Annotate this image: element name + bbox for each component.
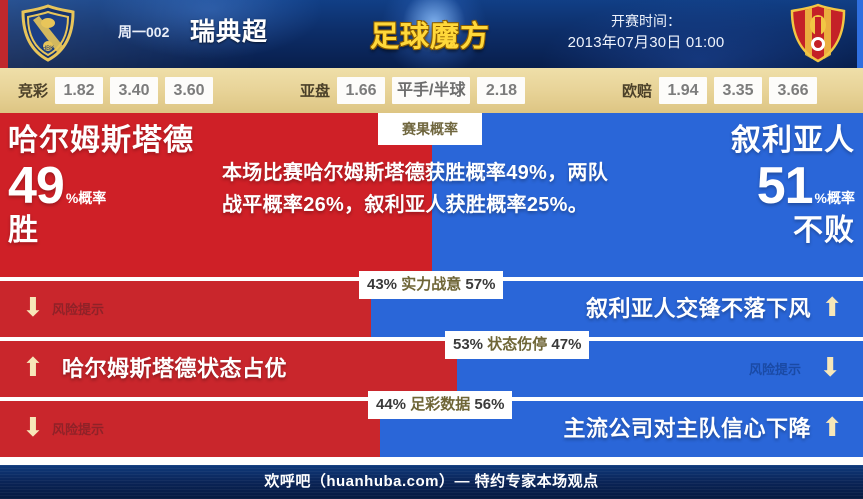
stat-left-percent: 53% <box>453 336 484 353</box>
stat-metric-name: 足彩数据 <box>410 396 471 413</box>
home-stat-note: 哈尔姆斯塔德状态占优 <box>62 356 288 381</box>
stat-badge: 43% 实力战意 57% <box>359 271 504 299</box>
tab-result-probability[interactable]: 赛果概率 <box>378 113 482 145</box>
away-team-block: 叙利亚人 51 %概率 不败 <box>625 123 855 249</box>
home-probability-value: 49 <box>8 157 65 215</box>
odds-value[interactable]: 1.82 <box>55 77 104 104</box>
brand-logo: 足球魔方 <box>350 0 510 68</box>
stat-right-percent: 57% <box>465 276 496 293</box>
home-risk-note: 风险提示 <box>52 302 105 317</box>
header-accent-red <box>0 0 8 68</box>
main-body: 哈尔姆斯塔德 49 %概率 胜 叙利亚人 51 %概率 不败 本场比赛哈尔姆斯塔德获… <box>0 113 863 465</box>
kickoff-time: 2013年07月30日 01:00 <box>567 34 725 51</box>
away-side-panel <box>432 113 863 277</box>
arrow-up-icon: ⬆ <box>22 353 44 383</box>
home-probability: 49 %概率 <box>8 159 238 213</box>
header-bar: HBK 周一002 瑞典超 足球魔方 开赛时间： 2013年07月30日 01:… <box>0 0 863 68</box>
stat-row: ⬇ 风险提示 主流公司对主队信心下降 ⬆ 44% 足彩数据 56% <box>0 391 863 457</box>
odds-group-oupei: 欧赔 1.94 3.35 3.66 <box>622 68 824 113</box>
footer-bar: 欢呼吧（huanhuba.com）— 特约专家本场观点 <box>0 465 863 499</box>
odds-group-yapan: 亚盘 1.66 平手/半球 2.18 <box>300 68 532 113</box>
away-risk-note: 风险提示 <box>748 362 801 377</box>
away-stat-note: 叙利亚人交锋不落下风 <box>585 296 811 321</box>
away-probability: 51 %概率 <box>625 159 855 213</box>
odds-value[interactable]: 3.66 <box>769 77 818 104</box>
probability-panel: 哈尔姆斯塔德 49 %概率 胜 叙利亚人 51 %概率 不败 本场比赛哈尔姆斯塔德获… <box>0 113 863 277</box>
odds-value[interactable]: 1.94 <box>659 77 708 104</box>
stat-bar-home <box>0 341 457 397</box>
home-outcome-label: 胜 <box>8 214 39 247</box>
odds-bar: 竞彩 1.82 3.40 3.60 亚盘 1.66 平手/半球 2.18 欧赔 … <box>0 68 863 113</box>
header-accent-blue <box>857 0 863 68</box>
stat-left-percent: 44% <box>376 396 407 413</box>
match-number: 周一002 <box>118 24 170 40</box>
stat-left-percent: 43% <box>367 276 398 293</box>
stat-right-percent: 47% <box>551 336 582 353</box>
home-side-panel <box>0 113 432 277</box>
odds-group-jingcai: 竞彩 1.82 3.40 3.60 <box>18 68 220 113</box>
odds-value[interactable]: 3.60 <box>165 77 214 104</box>
stat-badge: 53% 状态伤停 47% <box>445 331 590 359</box>
home-team-crest-icon: HBK <box>21 4 75 62</box>
away-probability-unit: %概率 <box>814 190 855 206</box>
away-stat-note: 主流公司对主队信心下降 <box>563 416 811 441</box>
arrow-down-icon: ⬇ <box>819 353 841 383</box>
stat-bar-home <box>0 401 380 457</box>
home-risk-note: 风险提示 <box>52 422 105 437</box>
away-outcome-label: 不败 <box>793 214 855 247</box>
odds-handicap[interactable]: 平手/半球 <box>392 77 471 104</box>
stat-metric-name: 状态伤停 <box>487 336 548 353</box>
odds-label: 竞彩 <box>18 83 49 100</box>
league-name: 瑞典超 <box>190 18 269 46</box>
stat-bar-home <box>0 281 371 337</box>
odds-value[interactable]: 1.66 <box>337 77 386 104</box>
footer-credit: 欢呼吧（huanhuba.com）— 特约专家本场观点 <box>264 473 599 490</box>
kickoff-info: 开赛时间： 2013年07月30日 01:00 <box>521 11 771 54</box>
home-probability-unit: %概率 <box>65 190 107 206</box>
arrow-down-icon: ⬇ <box>22 413 44 443</box>
arrow-up-icon: ⬆ <box>821 293 843 323</box>
odds-label: 亚盘 <box>300 83 331 100</box>
odds-value[interactable]: 2.18 <box>477 77 526 104</box>
match-summary-text: 本场比赛哈尔姆斯塔德获胜概率49%，两队战平概率26%，叙利亚人获胜概率25%。 <box>222 162 609 216</box>
arrow-up-icon: ⬆ <box>821 413 843 443</box>
stat-metric-name: 实力战意 <box>401 276 462 293</box>
home-team-name: 哈尔姆斯塔德 <box>8 124 194 157</box>
brand-burst-glow <box>350 0 510 68</box>
stat-row: ⬆ 哈尔姆斯塔德状态占优 风险提示 ⬇ 53% 状态伤停 47% <box>0 331 863 397</box>
svg-text:HBK: HBK <box>42 46 54 52</box>
away-probability-value: 51 <box>756 157 814 215</box>
stat-right-percent: 56% <box>474 396 505 413</box>
odds-value[interactable]: 3.40 <box>110 77 159 104</box>
arrow-down-icon: ⬇ <box>22 293 44 323</box>
kickoff-label: 开赛时间： <box>611 13 681 29</box>
odds-value[interactable]: 3.35 <box>714 77 763 104</box>
home-team-block: 哈尔姆斯塔德 49 %概率 胜 <box>8 123 238 249</box>
away-team-crest-icon <box>790 3 846 63</box>
stat-row: ⬇ 风险提示 叙利亚人交锋不落下风 ⬆ 43% 实力战意 57% <box>0 271 863 337</box>
away-team-name: 叙利亚人 <box>731 124 855 157</box>
odds-label: 欧赔 <box>622 83 653 100</box>
stat-badge: 44% 足彩数据 56% <box>368 391 513 419</box>
brand-logo-text: 足球魔方 <box>369 21 490 53</box>
